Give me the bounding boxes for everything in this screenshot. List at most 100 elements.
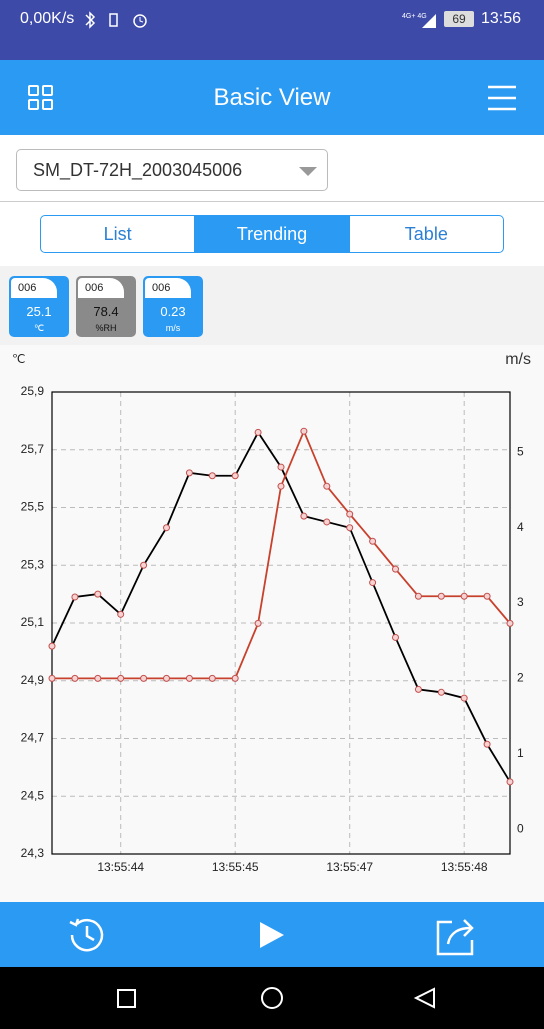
signal-icons: 4G+ 4G: [402, 13, 436, 28]
data-point: [208, 674, 216, 682]
data-point: [300, 427, 308, 435]
nav-buttons[interactable]: [116, 987, 438, 1011]
svg-text:4G+ 4G: 4G+ 4G: [402, 13, 427, 20]
share-button[interactable]: [434, 914, 478, 958]
y-tick-label: 24,9: [21, 673, 45, 687]
y-tick-label: 24,5: [21, 788, 45, 802]
sensor-unit: %RH: [95, 323, 117, 333]
device-name: SM_DT-72H_2003045006: [33, 160, 243, 180]
data-point: [48, 674, 56, 682]
data-point: [460, 694, 468, 702]
data-point: [254, 619, 262, 627]
data-point: [369, 579, 377, 587]
status-icons: [85, 11, 147, 29]
data-point: [208, 472, 216, 480]
data-point: [71, 674, 79, 682]
grid-menu-button[interactable]: [28, 85, 54, 111]
nav-bar: [0, 967, 544, 1029]
data-point: [323, 482, 331, 490]
dropdown-arrow: [299, 167, 317, 176]
x-tick-label: 13:55:48: [441, 860, 488, 874]
data-point: [163, 524, 170, 532]
y-tick-label: 25,3: [21, 557, 45, 571]
status-bar: 0,00K/s 4G+ 4G 69 13:56: [0, 0, 544, 60]
data-point: [140, 674, 148, 682]
data-point: [231, 472, 239, 480]
y-tick-label: 24,7: [21, 731, 45, 745]
data-point: [506, 619, 514, 627]
data-point: [392, 565, 399, 573]
data-point: [346, 524, 354, 532]
data-point: [231, 674, 239, 682]
sensor-value: 0.23: [160, 304, 186, 319]
data-point: [71, 593, 79, 601]
app-bar: Basic View: [0, 60, 544, 135]
tab-bar: List Trending Table: [40, 215, 504, 253]
data-point: [300, 512, 308, 520]
sensor-chip[interactable]: 006 0.23 m/s: [143, 276, 203, 337]
data-point: [369, 537, 377, 545]
data-point: [140, 561, 148, 569]
y-tick-label: 25,9: [21, 384, 45, 398]
net-speed: 0,00K/s: [20, 10, 75, 27]
play-button[interactable]: [258, 920, 286, 950]
y2-tick-label: 3: [517, 595, 524, 609]
sensor-value: 78.4: [93, 304, 119, 319]
data-point: [185, 674, 193, 682]
sensor-id: 006: [145, 278, 191, 298]
data-point: [94, 590, 102, 598]
data-point: [414, 685, 422, 693]
data-point: [414, 592, 422, 600]
x-tick-label: 13:55:44: [97, 860, 144, 874]
clock: 13:56: [481, 10, 522, 27]
data-point: [437, 688, 445, 696]
device-select[interactable]: SM_DT-72H_2003045006: [16, 149, 328, 191]
app-title: Basic View: [213, 84, 331, 111]
y2-tick-label: 0: [517, 821, 524, 835]
sensor-chips: 006 25.1 ℃ 006 78.4 %RH 006 0.23 m/s: [0, 266, 544, 346]
y-tick-label: 24,3: [21, 846, 45, 860]
data-point: [185, 469, 193, 477]
bottom-bar: [0, 902, 544, 967]
y2-tick-label: 1: [517, 746, 524, 760]
chart: ℃ m/s 24,3 24,5 24,7 24,9 25,1 25,3 25,5 25,7 25,9…: [0, 345, 544, 902]
data-point: [254, 428, 262, 436]
data-point: [163, 674, 170, 682]
y-axis-unit: ℃: [12, 352, 25, 366]
data-point: [277, 463, 285, 471]
x-tick-label: 13:55:47: [326, 860, 373, 874]
sensor-chip[interactable]: 006 78.4 %RH: [76, 276, 136, 337]
history-button[interactable]: [66, 914, 108, 956]
y2-tick-label: 5: [517, 444, 524, 458]
data-point: [437, 592, 445, 600]
data-point: [277, 482, 285, 490]
y2-tick-label: 2: [517, 671, 524, 685]
y2-tick-label: 4: [517, 520, 524, 534]
divider: [0, 201, 544, 202]
x-tick-label: 13:55:45: [212, 860, 259, 874]
y-tick-label: 25,5: [21, 500, 45, 514]
data-point: [460, 592, 468, 600]
y2-axis-unit: m/s: [505, 351, 531, 368]
data-point: [323, 518, 331, 526]
sensor-chip[interactable]: 006 25.1 ℃: [9, 276, 69, 337]
tab[interactable]: Table: [404, 224, 448, 244]
sensor-value: 25.1: [26, 304, 52, 319]
tab[interactable]: List: [41, 216, 196, 252]
sensor-unit: m/s: [165, 323, 181, 333]
data-point: [346, 510, 354, 518]
data-point: [48, 642, 56, 650]
menu-button[interactable]: [487, 85, 517, 111]
data-point: [483, 592, 491, 600]
battery: 69: [444, 11, 474, 27]
sensor-unit: ℃: [33, 323, 45, 333]
tab[interactable]: Trending: [195, 216, 350, 252]
sensor-id: 006: [11, 278, 57, 298]
data-point: [392, 633, 399, 641]
data-point: [117, 610, 125, 618]
y-tick-label: 25,7: [21, 442, 45, 456]
y-tick-label: 25,1: [21, 615, 45, 629]
sensor-id: 006: [78, 278, 124, 298]
data-point: [94, 674, 102, 682]
